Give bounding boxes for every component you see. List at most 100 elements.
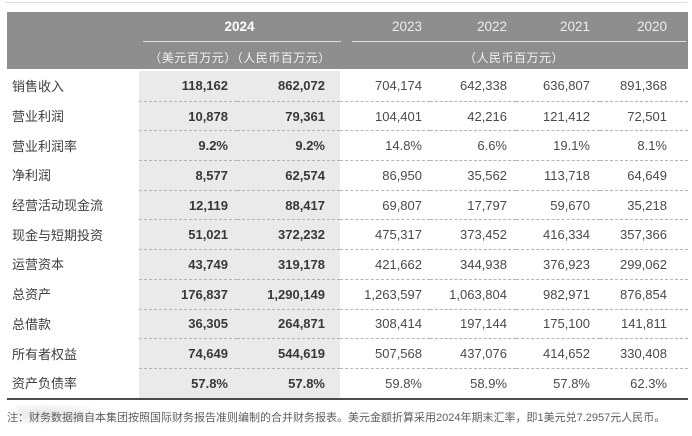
year-2023-header: 2023 <box>391 19 422 34</box>
row-label: 运营资本 <box>12 257 65 273</box>
value-2024-usd: 118,162 <box>139 71 237 101</box>
value-2020: 330,408 <box>600 338 688 368</box>
value-2023: 475,317 <box>340 219 430 249</box>
value-2022: 373,452 <box>430 219 516 249</box>
table-row-owners-equity: 所有者权益 74,649 544,619 507,568 437,076 414… <box>7 338 688 368</box>
value-2024-rmb: 62,574 <box>237 160 340 190</box>
value-2024-usd: 74,649 <box>139 338 237 368</box>
value-2023: 86,950 <box>340 160 430 190</box>
value-2021: 121,412 <box>516 100 600 131</box>
value-2020: 64,649 <box>600 160 688 190</box>
year-2021-header: 2021 <box>559 19 590 34</box>
row-label: 营业利润 <box>12 109 65 125</box>
value-2024-rmb: 319,178 <box>237 249 340 279</box>
value-2024-usd: 10,878 <box>139 100 237 131</box>
value-2024-rmb: 79,361 <box>237 100 340 131</box>
value-2024-rmb: 372,232 <box>237 219 340 250</box>
row-label: 所有者权益 <box>12 346 78 362</box>
table-header: 2024 2023 2022 2021 2020 （美元百万元）（人民币百万元）… <box>7 12 688 69</box>
row-label: 销售收入 <box>12 79 65 95</box>
value-2020: 62.3% <box>600 367 688 398</box>
value-2020: 35,218 <box>600 189 688 220</box>
value-2021: 57.8% <box>516 367 600 398</box>
value-2022: 42,216 <box>430 100 516 131</box>
value-2024-rmb: 88,417 <box>237 189 340 220</box>
value-2023: 104,401 <box>340 100 430 131</box>
row-label: 经营活动现金流 <box>12 198 104 214</box>
value-2021: 113,718 <box>516 160 600 190</box>
value-2020: 141,811 <box>600 308 688 339</box>
financial-summary-table: 2024 2023 2022 2021 2020 （美元百万元）（人民币百万元）… <box>7 12 688 400</box>
value-2021: 982,971 <box>516 278 600 309</box>
units-label-rmb: （人民币百万元） <box>463 51 564 65</box>
value-2020: 299,062 <box>600 249 688 279</box>
value-2024-rmb: 264,871 <box>237 308 340 339</box>
value-2024-usd: 12,119 <box>139 189 237 220</box>
table-row-total-assets: 总资产 176,837 1,290,149 1,263,597 1,063,80… <box>7 278 688 309</box>
value-2022: 35,562 <box>430 160 516 190</box>
value-2022: 344,938 <box>430 249 516 279</box>
row-label: 总借款 <box>12 316 52 332</box>
year-2022-header: 2022 <box>476 19 507 34</box>
value-2024-usd: 51,021 <box>139 219 237 250</box>
value-2021: 636,807 <box>543 78 590 94</box>
top-divider <box>5 2 687 3</box>
footnote: 注：财务数据摘自本集团按照国际财务报告准则编制的合并财务报表。美元金额折算采用2… <box>7 412 666 424</box>
value-2022: 197,144 <box>430 308 516 339</box>
row-label: 营业利润率 <box>12 138 78 154</box>
value-2022: 437,076 <box>430 338 516 368</box>
units-label-2024: （美元百万元）（人民币百万元） <box>149 51 331 65</box>
table-row-operating-margin: 营业利润率 9.2% 9.2% 14.8% 6.6% 19.1% 8.1% <box>7 130 688 161</box>
table-row-operating-cash-flow: 经营活动现金流 12,119 88,417 69,807 17,797 59,6… <box>7 189 688 220</box>
value-2024-usd: 176,837 <box>139 278 237 309</box>
value-2020: 8.1% <box>600 130 688 160</box>
row-label: 总资产 <box>12 287 52 303</box>
value-2021: 416,334 <box>516 219 600 249</box>
value-2021: 59,670 <box>516 189 600 220</box>
value-2023: 14.8% <box>340 130 430 160</box>
value-2024-usd: 36,305 <box>139 308 237 339</box>
value-2020: 876,854 <box>600 278 688 309</box>
value-2024-rmb: 544,619 <box>237 338 340 368</box>
value-2024-rmb: 57.8% <box>237 367 340 398</box>
value-2021: 414,652 <box>516 338 600 368</box>
value-2020: 891,368 <box>620 78 667 94</box>
table-row-working-capital: 运营资本 43,749 319,178 421,662 344,938 376,… <box>7 249 688 279</box>
year-2020-header: 2020 <box>636 19 667 34</box>
table-row-cash-short-term-investments: 现金与短期投资 51,021 372,232 475,317 373,452 4… <box>7 219 688 250</box>
value-2021: 376,923 <box>516 249 600 279</box>
value-2021: 19.1% <box>516 130 600 160</box>
value-2023: 59.8% <box>340 367 430 398</box>
value-2020: 72,501 <box>600 100 688 131</box>
value-2023: 704,174 <box>375 78 422 94</box>
value-2023: 507,568 <box>340 338 430 368</box>
row-label: 资产负债率 <box>12 376 78 392</box>
value-2024-usd: 8,577 <box>139 160 237 190</box>
value-2024-rmb: 862,072 <box>237 71 340 101</box>
table-row-sales-revenue: 销售收入 118,162 862,072 704,174 642,338 636… <box>7 71 688 101</box>
value-2022: 58.9% <box>430 367 516 398</box>
value-2022: 17,797 <box>430 189 516 220</box>
value-2024-usd: 9.2% <box>139 130 237 161</box>
value-2024-rmb: 1,290,149 <box>237 278 340 309</box>
value-2022: 6.6% <box>430 130 516 160</box>
value-2024-usd: 57.8% <box>139 367 237 398</box>
table-row-total-borrowings: 总借款 36,305 264,871 308,414 197,144 175,1… <box>7 308 688 339</box>
value-2022: 642,338 <box>460 78 507 94</box>
value-2024-rmb: 9.2% <box>237 130 340 161</box>
row-label: 净利润 <box>12 168 52 184</box>
row-label: 现金与短期投资 <box>12 227 104 243</box>
table-row-operating-profit: 营业利润 10,878 79,361 104,401 42,216 121,41… <box>7 100 688 131</box>
value-2020: 357,366 <box>600 219 688 249</box>
header-underline-years <box>352 41 686 42</box>
value-2023: 421,662 <box>340 249 430 279</box>
header-underline-2024 <box>143 41 341 42</box>
table-row-debt-ratio: 资产负债率 57.8% 57.8% 59.8% 58.9% 57.8% 62.3… <box>7 367 688 398</box>
table-row-net-profit: 净利润 8,577 62,574 86,950 35,562 113,718 6… <box>7 160 688 190</box>
value-2021: 175,100 <box>516 308 600 339</box>
year-header-row: 2024 2023 2022 2021 2020 <box>7 12 688 41</box>
table-body: 销售收入 118,162 862,072 704,174 642,338 636… <box>7 71 688 400</box>
year-2024-header: 2024 <box>224 19 255 34</box>
value-2023: 1,263,597 <box>340 278 430 309</box>
value-2023: 308,414 <box>340 308 430 339</box>
